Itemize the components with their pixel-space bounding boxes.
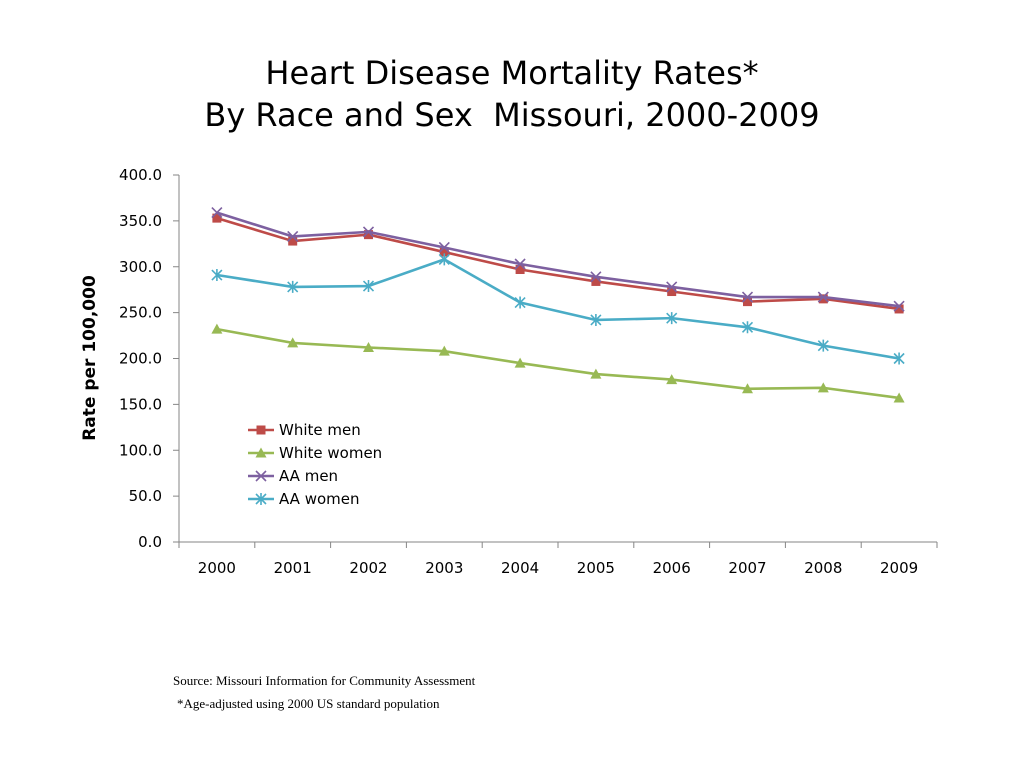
data-point-star <box>817 339 829 352</box>
data-point-square <box>212 213 222 223</box>
legend-item: AA women <box>248 490 360 508</box>
y-tick-label: 150.0 <box>119 395 162 413</box>
data-point-star <box>741 321 754 334</box>
y-tick-label: 0.0 <box>138 533 162 551</box>
series-white-men <box>212 213 904 314</box>
data-point-triangle <box>590 368 602 379</box>
age-adjust-footnote: *Age-adjusted using 2000 US standard pop… <box>177 696 440 711</box>
series-aa-men <box>211 207 905 312</box>
data-point-square <box>894 304 904 314</box>
y-tick-label: 50.0 <box>129 487 162 505</box>
data-point-star <box>666 312 678 325</box>
data-point-x <box>514 258 526 270</box>
legend-label: White men <box>279 421 361 439</box>
x-tick-label: 2005 <box>577 559 615 577</box>
legend-item: White women <box>248 444 382 462</box>
data-point-star <box>438 253 450 266</box>
y-tick-label: 250.0 <box>119 304 162 322</box>
series-line <box>216 258 900 360</box>
source-note: Source: Missouri Information for Communi… <box>173 673 476 688</box>
data-point-square <box>515 265 525 275</box>
data-point-square <box>667 287 677 297</box>
data-point-star <box>893 352 905 365</box>
data-point-triangle <box>438 345 450 356</box>
x-tick-label: 2009 <box>880 559 918 577</box>
data-point-square <box>364 230 373 240</box>
chart-title-line2: By Race and Sex Missouri, 2000-2009 <box>204 96 820 134</box>
chart-title-line1: Heart Disease Mortality Rates* <box>265 54 759 92</box>
data-point-star <box>211 269 223 282</box>
legend-item: AA men <box>248 467 338 485</box>
data-point-triangle <box>255 447 267 458</box>
data-point-triangle <box>666 374 678 385</box>
data-point-x <box>438 241 450 254</box>
data-point-x <box>817 291 829 303</box>
x-tick-label: 2001 <box>274 559 312 577</box>
data-point-square <box>256 425 266 435</box>
x-tick-label: 2008 <box>804 559 842 577</box>
legend-label: White women <box>279 444 382 462</box>
series-layer <box>211 207 905 403</box>
legend-item: White men <box>248 421 361 439</box>
series-line <box>216 216 900 311</box>
data-point-x <box>255 470 267 482</box>
y-tick-label: 300.0 <box>119 258 162 276</box>
data-point-x <box>666 281 678 293</box>
x-tick-label: 2007 <box>728 559 766 577</box>
legend-label: AA men <box>279 467 338 485</box>
data-point-star <box>255 493 267 505</box>
x-tick-label: 2004 <box>501 559 539 577</box>
y-axis-label: Rate per 100,000 <box>80 275 100 441</box>
data-point-triangle <box>742 383 753 394</box>
data-point-x <box>590 271 602 283</box>
x-tick-label: 2003 <box>425 559 463 577</box>
x-tick-label: 2006 <box>653 559 691 577</box>
chart-title: Heart Disease Mortality Rates* By Race a… <box>0 52 1024 136</box>
data-point-star <box>590 313 602 326</box>
series-line <box>216 211 900 308</box>
legend: White men White women AA men AA women <box>248 421 382 508</box>
series-aa-women <box>211 253 905 365</box>
data-point-star <box>287 280 299 293</box>
y-tick-label: 100.0 <box>119 441 162 459</box>
y-tick-label: 400.0 <box>119 166 162 184</box>
data-point-triangle <box>287 337 299 348</box>
series-white-women <box>211 323 905 403</box>
data-point-triangle <box>363 341 374 352</box>
data-point-square <box>743 297 752 307</box>
data-point-x <box>741 291 754 303</box>
series-line <box>216 327 900 400</box>
data-point-triangle <box>817 382 829 393</box>
y-tick-label: 350.0 <box>119 212 162 230</box>
data-point-x <box>287 230 299 243</box>
y-tick-label: 200.0 <box>119 350 162 368</box>
legend-label: AA women <box>279 490 360 508</box>
data-point-triangle <box>211 323 223 334</box>
data-point-triangle <box>893 392 905 403</box>
data-point-triangle <box>514 357 526 368</box>
data-point-square <box>591 276 601 286</box>
data-point-star <box>514 296 526 309</box>
data-point-square <box>439 247 449 257</box>
x-tick-label: 2000 <box>198 559 236 577</box>
chart-axes: 0.0 50.0 100.0 150.0 200.0 250.0 300.0 350.0 400… <box>119 166 938 577</box>
data-point-x <box>893 300 905 312</box>
data-point-x <box>211 207 223 219</box>
data-point-x <box>362 226 375 238</box>
data-point-star <box>362 280 375 293</box>
data-point-square <box>818 294 828 304</box>
x-tick-label: 2002 <box>349 559 387 577</box>
data-point-square <box>288 236 298 246</box>
